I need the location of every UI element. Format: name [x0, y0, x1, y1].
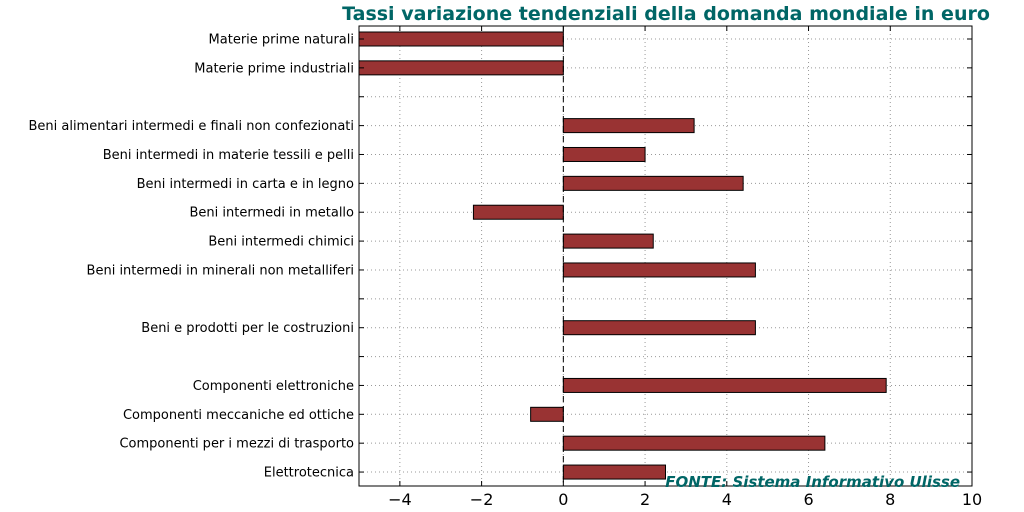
bar — [562, 435, 826, 451]
y-tick-labels: Materie prime naturali Materie prime indu… — [28, 33, 354, 481]
x-tick-label: 0 — [558, 490, 568, 509]
x-tick-label: 8 — [885, 490, 895, 509]
bar — [562, 175, 744, 191]
bar — [562, 464, 666, 480]
bar — [358, 31, 564, 47]
y-tick-label: Beni intermedi chimici — [208, 235, 354, 250]
bars — [358, 31, 887, 480]
y-tick-label: Componenti meccaniche ed ottiche — [123, 408, 354, 423]
y-tick-label: Componenti per i mezzi di trasporto — [119, 437, 354, 452]
bar — [562, 262, 756, 278]
y-tick-label: Elettrotecnica — [264, 466, 354, 481]
y-tick-label: Beni intermedi in minerali non metallife… — [87, 263, 354, 278]
x-tick-label: −4 — [388, 490, 412, 509]
x-tick-label: 10 — [962, 490, 982, 509]
y-tick-label: Beni alimentari intermedi e finali non c… — [28, 119, 354, 134]
bar — [358, 60, 564, 76]
y-tick-label: Materie prime naturali — [209, 33, 354, 48]
y-tick-label: Beni intermedi in carta e in legno — [137, 177, 354, 192]
x-tick-label: −2 — [470, 490, 494, 509]
x-tick-label: 4 — [722, 490, 732, 509]
axes — [358, 25, 973, 487]
y-tick-label: Materie prime industriali — [194, 61, 354, 76]
y-tick-label: Beni intermedi in materie tessili e pell… — [103, 148, 354, 163]
y-tick-label: Beni intermedi in metallo — [189, 206, 354, 221]
x-tick-labels: −4 −2 0 2 4 6 8 10 — [388, 490, 982, 509]
bar — [562, 233, 654, 249]
grid — [359, 26, 973, 486]
x-tick-label: 6 — [803, 490, 813, 509]
bar — [562, 146, 646, 162]
bar — [562, 377, 887, 393]
bar — [530, 406, 564, 422]
chart-title: Tassi variazione tendenziali della doman… — [342, 3, 990, 25]
y-tick-label: Beni e prodotti per le costruzioni — [141, 321, 354, 336]
y-tick-label: Componenti elettroniche — [193, 379, 354, 394]
x-tick-label: 2 — [640, 490, 650, 509]
bar — [562, 118, 695, 134]
source-note: FONTE: Sistema Informativo Ulisse — [665, 473, 960, 491]
bar — [472, 204, 564, 220]
bar — [562, 320, 756, 336]
plot-frame — [358, 25, 973, 487]
